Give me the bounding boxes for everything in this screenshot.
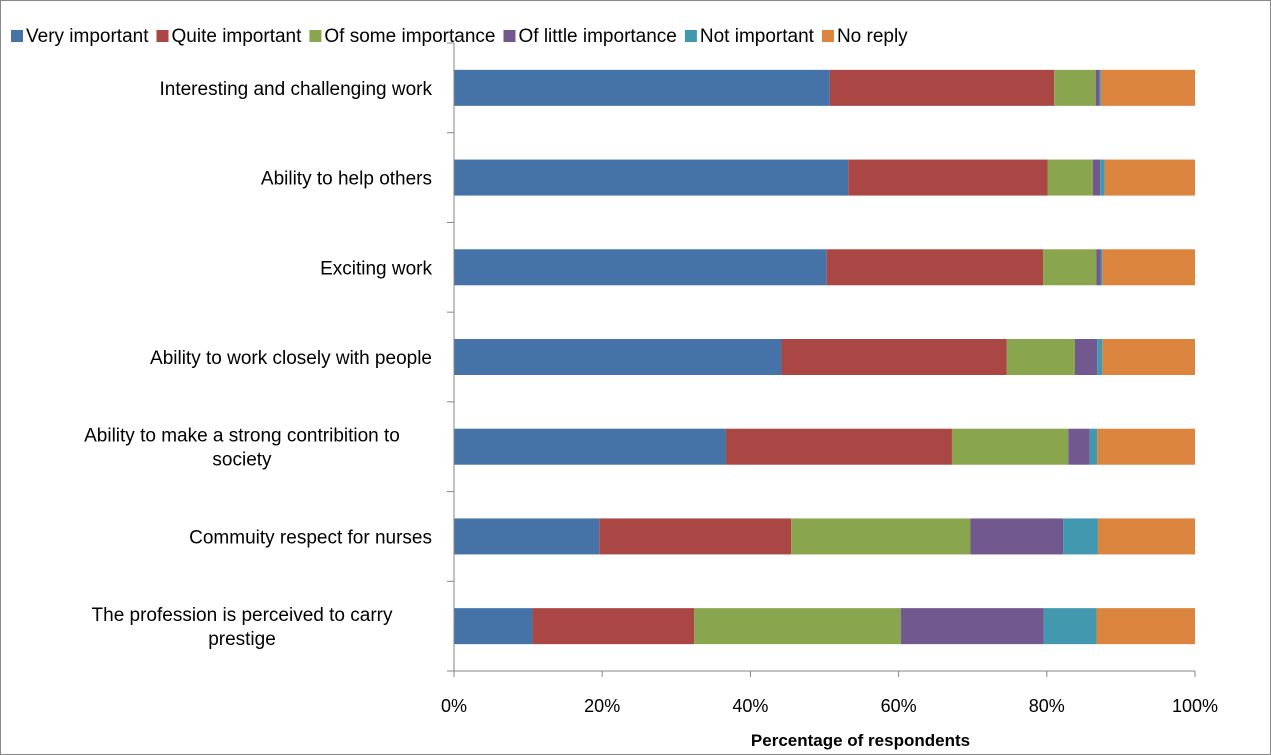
bar-segment-0-4: [1099, 69, 1101, 106]
x-tick-label-4: 80%: [1029, 696, 1065, 716]
bar-segment-6-2: [694, 608, 901, 645]
bar-segment-5-5: [1097, 518, 1195, 555]
legend-label-1: Quite important: [172, 26, 303, 47]
bar-segment-6-0: [454, 608, 533, 645]
bar-segment-5-2: [791, 518, 971, 555]
bar-segment-1-5: [1104, 159, 1195, 196]
bar-segment-4-4: [1089, 428, 1098, 465]
legend-swatch-4: [684, 30, 697, 42]
bar-segment-1-4: [1100, 159, 1105, 196]
bar-segment-2-0: [454, 249, 827, 286]
bar-segment-3-2: [1006, 339, 1075, 375]
bar-segment-0-0: [454, 69, 830, 106]
legend-swatch-5: [821, 30, 834, 42]
bar-segment-0-1: [829, 69, 1055, 106]
category-label-6-line-1: prestige: [208, 629, 276, 650]
bar-segment-2-3: [1096, 249, 1101, 286]
legend-label-3: Of little importance: [518, 26, 676, 47]
bar-segment-5-3: [970, 518, 1064, 555]
bar-segment-4-0: [454, 428, 726, 465]
x-tick-label-5: 100%: [1172, 696, 1218, 716]
bar-segment-3-3: [1074, 339, 1098, 375]
bars-area: [454, 69, 1195, 645]
axes: 0% 20% 40% 60% 80% 100%: [441, 42, 1218, 716]
category-label-5: Commuity respect for nurses: [189, 527, 432, 548]
bar-segment-5-4: [1063, 518, 1098, 555]
x-axis-title: Percentage of respondents: [751, 731, 970, 750]
bar-segment-1-1: [848, 159, 1048, 196]
bar-segment-5-1: [599, 518, 792, 555]
bar-segment-3-5: [1102, 339, 1195, 375]
bar-segment-5-0: [454, 518, 600, 555]
legend: Very important Quite important Of some imp…: [11, 26, 908, 47]
bar-segment-1-2: [1047, 159, 1093, 196]
bar-segment-6-4: [1043, 608, 1097, 645]
x-tick-label-2: 40%: [732, 696, 768, 716]
legend-swatch-3: [503, 30, 516, 42]
x-tick-label-1: 20%: [584, 696, 620, 716]
x-tick-label-0: 0%: [441, 696, 467, 716]
legend-swatch-2: [309, 30, 322, 42]
legend-label-0: Very important: [26, 26, 149, 47]
bar-segment-4-2: [951, 428, 1069, 465]
legend-label-4: Not important: [700, 26, 815, 47]
legend-label-5: No reply: [837, 26, 908, 47]
bar-segment-0-5: [1100, 69, 1195, 106]
bar-segment-4-1: [725, 428, 952, 465]
category-label-4-line-0: Ability to make a strong contribition to: [84, 426, 400, 447]
legend-swatch-1: [156, 30, 169, 42]
bar-segment-3-0: [454, 339, 782, 375]
category-label-6-line-0: The profession is perceived to carry: [92, 605, 393, 626]
bar-segment-4-5: [1097, 428, 1195, 465]
x-tick-label-3: 60%: [881, 696, 917, 716]
category-label-3: Ability to work closely with people: [150, 348, 432, 369]
bar-segment-6-3: [900, 608, 1044, 645]
bar-segment-6-1: [532, 608, 695, 645]
bar-segment-0-2: [1054, 69, 1096, 106]
bar-segment-1-0: [454, 159, 849, 196]
bar-segment-3-1: [781, 339, 1007, 375]
bar-segment-2-4: [1100, 249, 1103, 286]
category-label-1: Ability to help others: [261, 169, 432, 190]
bar-segment-1-3: [1092, 159, 1101, 196]
bar-segment-6-5: [1096, 608, 1195, 645]
bar-segment-4-3: [1068, 428, 1090, 465]
bar-segment-2-2: [1043, 249, 1097, 286]
legend-label-2: Of some importance: [324, 26, 495, 47]
category-label-0: Interesting and challenging work: [159, 79, 432, 100]
bar-segment-2-1: [826, 249, 1044, 286]
bar-segment-0-3: [1095, 69, 1100, 106]
category-label-4-line-1: society: [212, 450, 272, 471]
category-labels: Interesting and challenging work Ability …: [84, 79, 432, 650]
bar-segment-3-4: [1097, 339, 1103, 375]
legend-swatch-0: [11, 30, 23, 42]
bar-segment-2-5: [1102, 249, 1195, 286]
category-label-2: Exciting work: [320, 258, 432, 279]
